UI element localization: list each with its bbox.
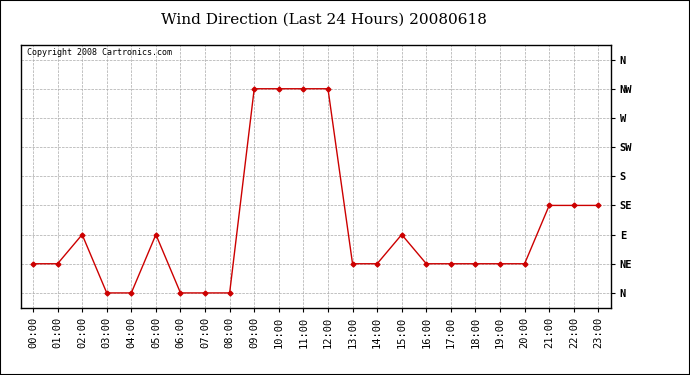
Text: Copyright 2008 Cartronics.com: Copyright 2008 Cartronics.com: [27, 48, 172, 57]
Text: Wind Direction (Last 24 Hours) 20080618: Wind Direction (Last 24 Hours) 20080618: [161, 13, 487, 27]
